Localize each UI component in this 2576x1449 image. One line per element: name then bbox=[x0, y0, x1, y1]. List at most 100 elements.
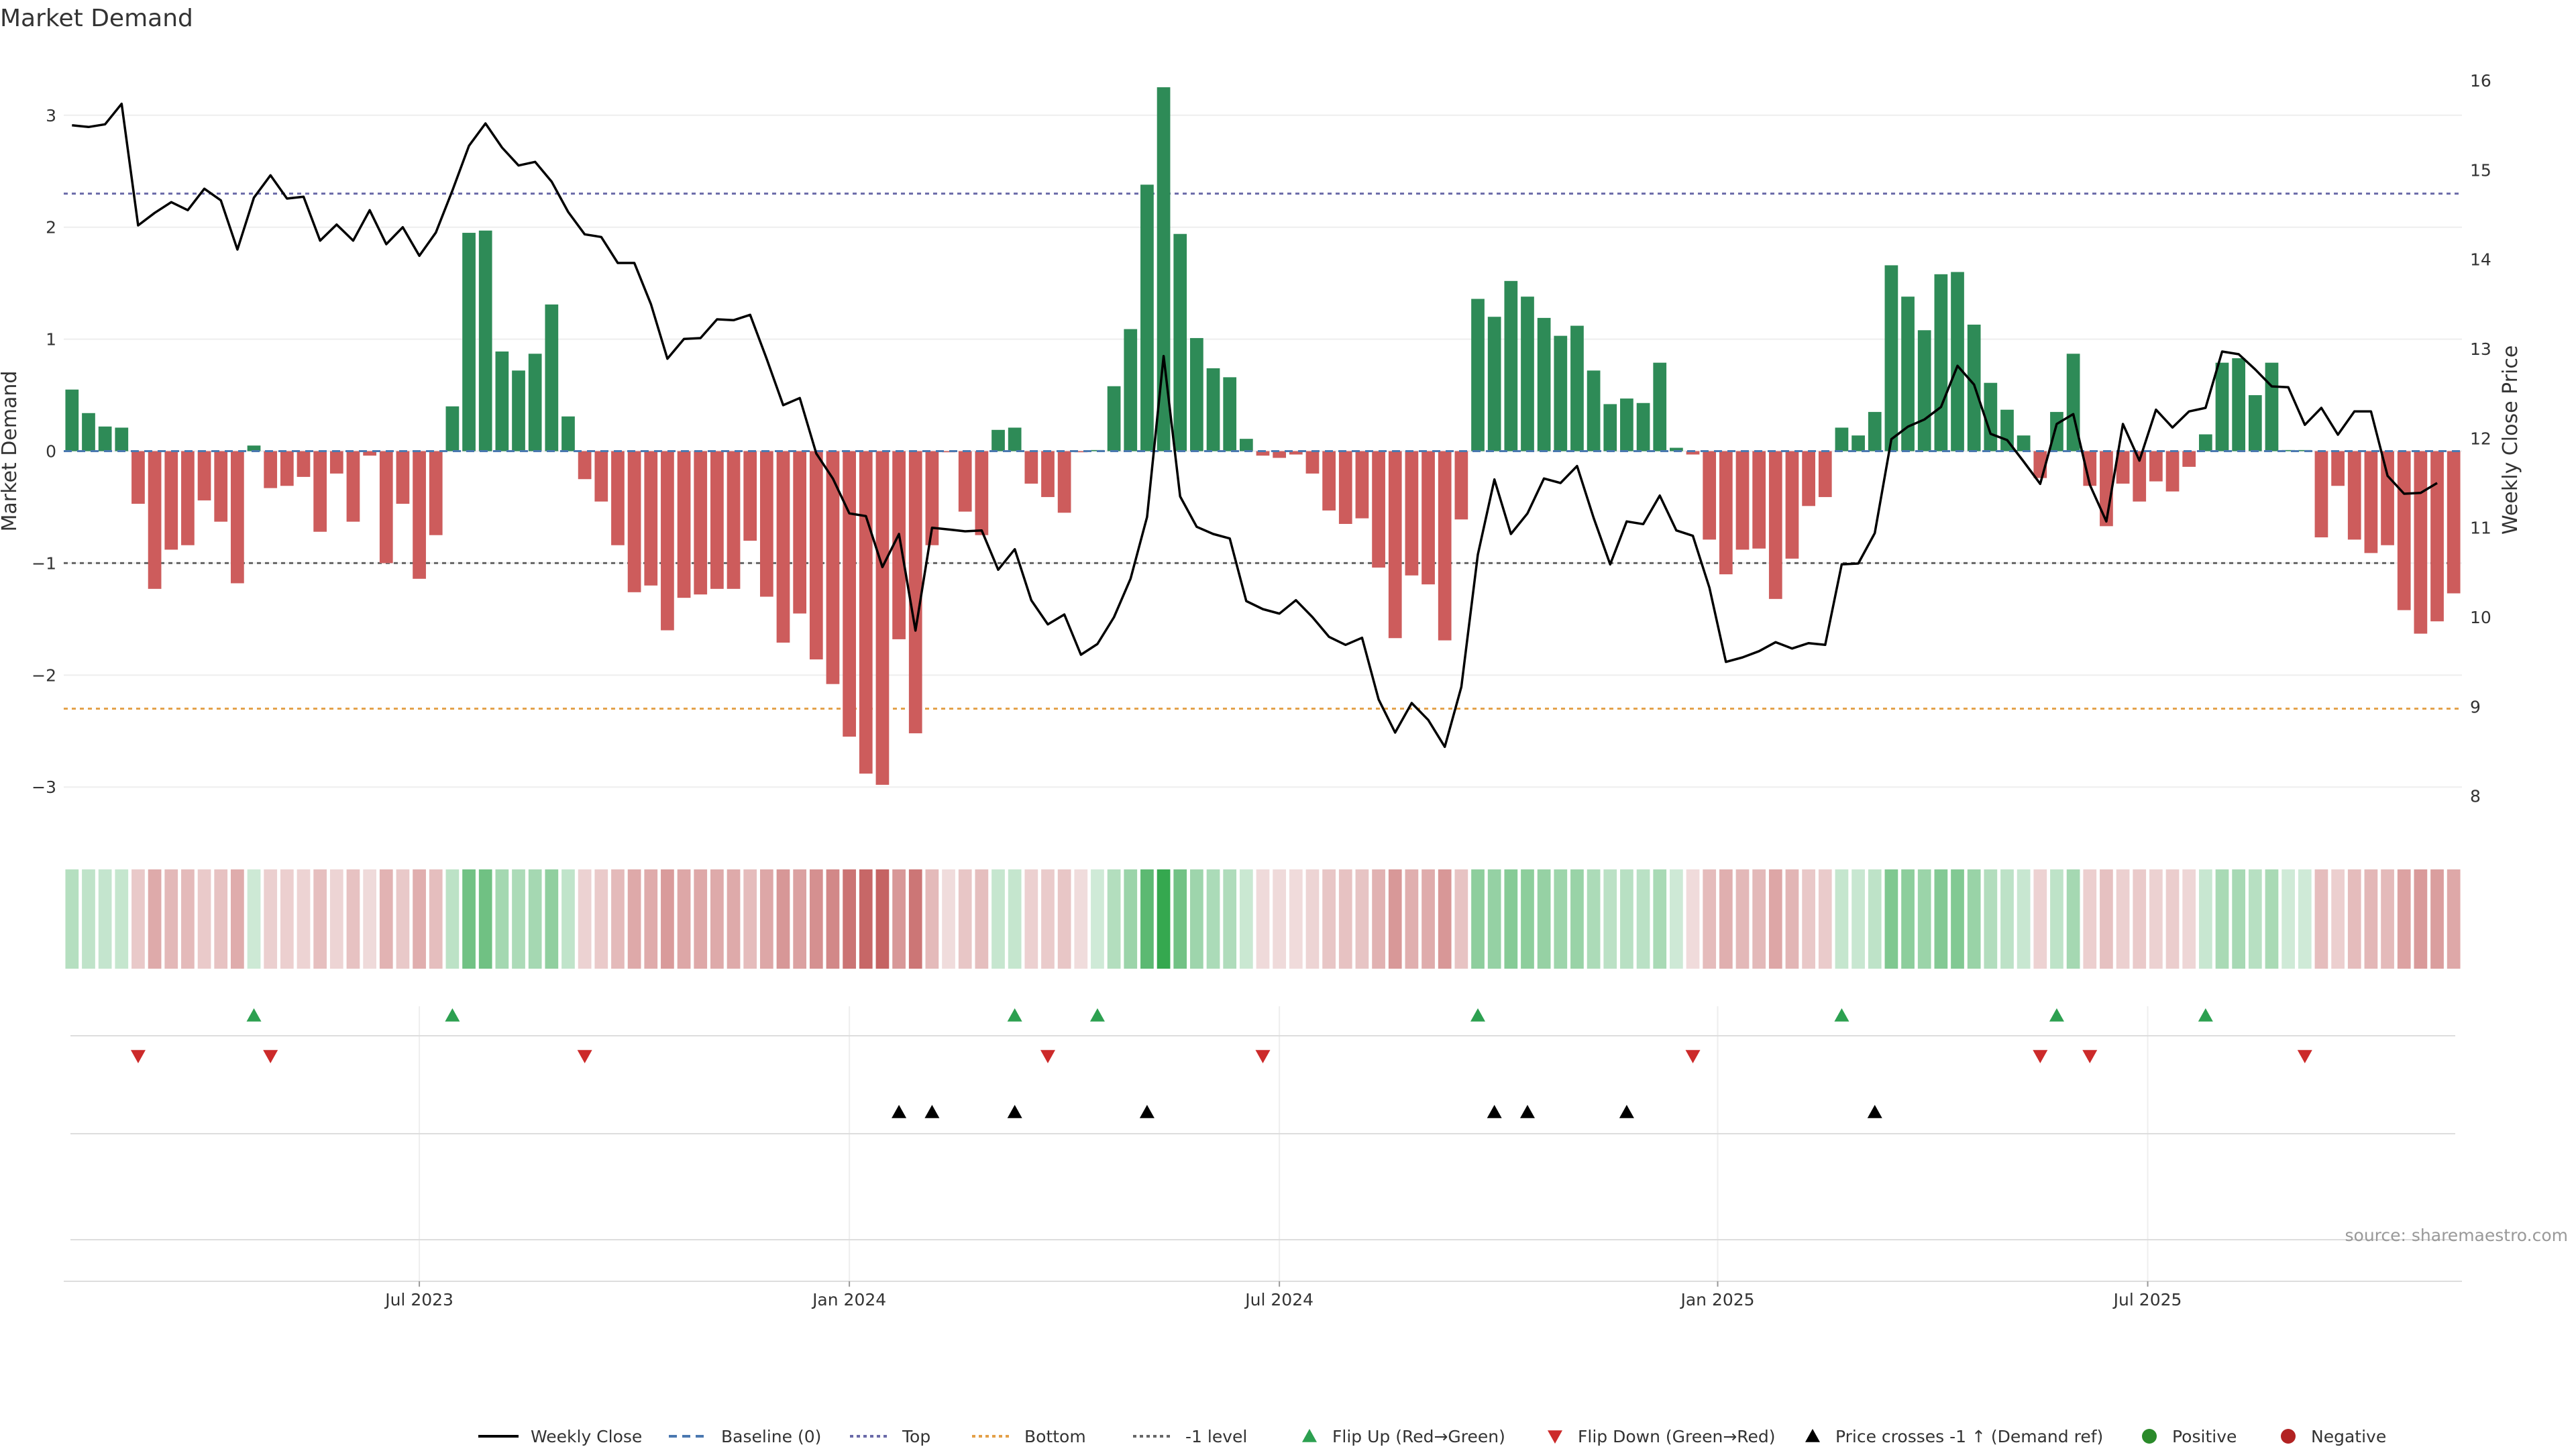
demand-bar bbox=[528, 354, 542, 451]
heat-cell bbox=[1305, 869, 1320, 969]
heat-cell bbox=[1752, 869, 1766, 969]
demand-bar bbox=[2381, 451, 2394, 545]
heat-cell bbox=[2215, 869, 2229, 969]
demand-bar bbox=[2215, 362, 2229, 451]
demand-bar bbox=[875, 451, 890, 785]
legend-label: -1 level bbox=[1185, 1427, 1247, 1446]
heat-cell bbox=[264, 869, 278, 969]
demand-bar bbox=[297, 451, 311, 477]
demand-bar bbox=[1818, 451, 1832, 497]
flip-down-marker bbox=[1255, 1050, 1271, 1063]
demand-bar bbox=[991, 429, 1005, 451]
heat-cell bbox=[1438, 869, 1452, 969]
demand-bar bbox=[1372, 451, 1385, 568]
heat-cell bbox=[98, 869, 112, 969]
heat-cell bbox=[1620, 869, 1633, 969]
demand-bar bbox=[445, 406, 460, 451]
demand-bar bbox=[512, 370, 525, 451]
demand-bar bbox=[1157, 87, 1171, 451]
heat-cell bbox=[2414, 869, 2428, 969]
weekly-close-polyline bbox=[72, 102, 2438, 749]
demand-bar bbox=[1752, 451, 1766, 549]
demand-bar bbox=[958, 451, 972, 512]
y-left-tick-label: 2 bbox=[46, 218, 56, 237]
price-cross-marker bbox=[1619, 1105, 1634, 1118]
demand-bar bbox=[1670, 447, 1683, 451]
demand-bar bbox=[1901, 297, 1915, 451]
heat-cell bbox=[1570, 869, 1584, 969]
heat-cell bbox=[528, 869, 542, 969]
heat-cell bbox=[2298, 869, 2312, 969]
flip-down-marker bbox=[2082, 1050, 2098, 1063]
demand-bar bbox=[1554, 335, 1568, 451]
legend-label: Bottom bbox=[1024, 1427, 1086, 1446]
demand-bar bbox=[1008, 427, 1022, 451]
demand-bar bbox=[1686, 451, 1700, 455]
demand-bar bbox=[462, 233, 476, 451]
heat-cell bbox=[793, 869, 807, 969]
heat-cell bbox=[875, 869, 890, 969]
heat-cell bbox=[346, 869, 360, 969]
y-right-tick-label: 12 bbox=[2470, 429, 2491, 448]
y-axis-right-ticks: 8 9 10 11 12 13 14 15 16 bbox=[2470, 71, 2491, 806]
y-right-tick-label: 10 bbox=[2470, 608, 2491, 627]
legend-label: Flip Down (Green→Red) bbox=[1578, 1427, 1776, 1446]
heat-cell bbox=[743, 869, 757, 969]
heat-cell bbox=[594, 869, 608, 969]
demand-bar bbox=[1835, 427, 1849, 451]
heat-cell bbox=[1868, 869, 1882, 969]
demand-bar bbox=[1190, 337, 1203, 451]
demand-bar bbox=[1603, 404, 1617, 451]
heat-cell bbox=[1289, 869, 1303, 969]
heat-cell bbox=[727, 869, 741, 969]
demand-bar bbox=[908, 451, 922, 734]
demand-bar bbox=[1140, 184, 1154, 451]
heat-cell bbox=[2050, 869, 2063, 969]
heat-cell bbox=[2066, 869, 2080, 969]
heat-cell bbox=[214, 869, 228, 969]
heat-cell bbox=[65, 869, 79, 969]
demand-bar bbox=[809, 451, 823, 659]
heat-cell bbox=[1603, 869, 1617, 969]
heat-cell bbox=[1686, 869, 1700, 969]
demand-bar bbox=[942, 451, 955, 453]
demand-bar bbox=[1041, 451, 1055, 497]
heat-cell bbox=[2430, 869, 2444, 969]
demand-bar bbox=[1273, 451, 1287, 458]
flip-down-marker bbox=[263, 1050, 278, 1063]
heat-cell bbox=[495, 869, 509, 969]
heat-cell bbox=[1008, 869, 1022, 969]
heat-cell bbox=[1471, 869, 1485, 969]
heat-cell bbox=[611, 869, 625, 969]
heat-cell bbox=[363, 869, 376, 969]
demand-bar bbox=[1785, 451, 1799, 559]
heat-cell bbox=[1768, 869, 1782, 969]
demand-bar bbox=[1239, 439, 1253, 451]
heat-cell bbox=[164, 869, 178, 969]
y-left-tick-label: 1 bbox=[46, 330, 56, 350]
y-right-tick-label: 14 bbox=[2470, 250, 2491, 270]
y-right-tick-label: 15 bbox=[2470, 160, 2491, 180]
y-axis-right-label: Weekly Close Price bbox=[2499, 345, 2522, 535]
demand-bar bbox=[1587, 370, 1601, 451]
price-cross-marker bbox=[1519, 1105, 1535, 1118]
legend-label: Positive bbox=[2172, 1427, 2237, 1446]
demand-bar bbox=[545, 304, 559, 451]
demand-bar bbox=[1256, 451, 1270, 456]
demand-bar bbox=[644, 451, 658, 586]
heat-cell bbox=[892, 869, 906, 969]
demand-bar bbox=[1570, 325, 1584, 451]
heat-cell bbox=[1504, 869, 1518, 969]
heat-cell bbox=[1041, 869, 1055, 969]
demand-bar bbox=[1305, 451, 1320, 474]
demand-bar bbox=[1735, 451, 1750, 550]
demand-bar bbox=[2182, 451, 2196, 467]
demand-bar bbox=[561, 416, 575, 451]
demand-bar bbox=[2198, 434, 2212, 451]
heat-cell bbox=[2198, 869, 2212, 969]
heat-cell bbox=[694, 869, 708, 969]
heat-cell bbox=[2116, 869, 2130, 969]
flip-up-marker bbox=[1089, 1008, 1105, 1022]
x-tick-label: Jan 2025 bbox=[1679, 1290, 1754, 1309]
heat-cell bbox=[1273, 869, 1287, 969]
